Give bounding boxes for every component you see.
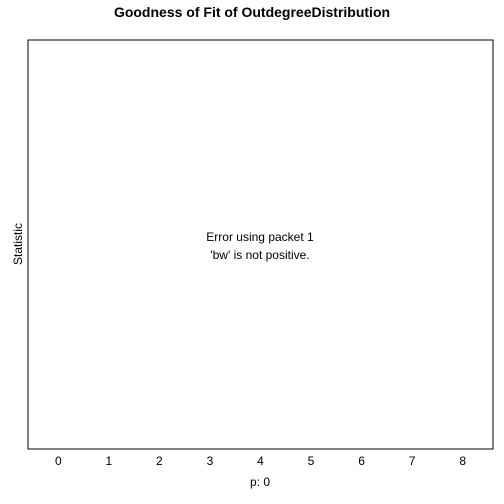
x-tick-label: 8: [459, 454, 466, 468]
x-axis-label: p: 0: [250, 475, 270, 489]
x-tick-label: 4: [257, 454, 264, 468]
x-tick-label: 1: [106, 454, 113, 468]
x-tick-label: 7: [409, 454, 416, 468]
x-tick-label: 2: [156, 454, 163, 468]
x-tick-label: 3: [207, 454, 214, 468]
y-axis-label: Statistic: [11, 223, 25, 265]
chart-title: Goodness of Fit of OutdegreeDistribution: [114, 4, 390, 20]
plot-area: [27, 39, 494, 450]
x-tick-label: 6: [358, 454, 365, 468]
x-tick-label: 5: [308, 454, 315, 468]
x-tick-label: 0: [55, 454, 62, 468]
error-message-line-2: 'bw' is not positive.: [210, 248, 309, 262]
x-axis: 0 1 2 3 4 5 6 7 8: [55, 454, 466, 468]
error-message-line-1: Error using packet 1: [206, 230, 314, 244]
